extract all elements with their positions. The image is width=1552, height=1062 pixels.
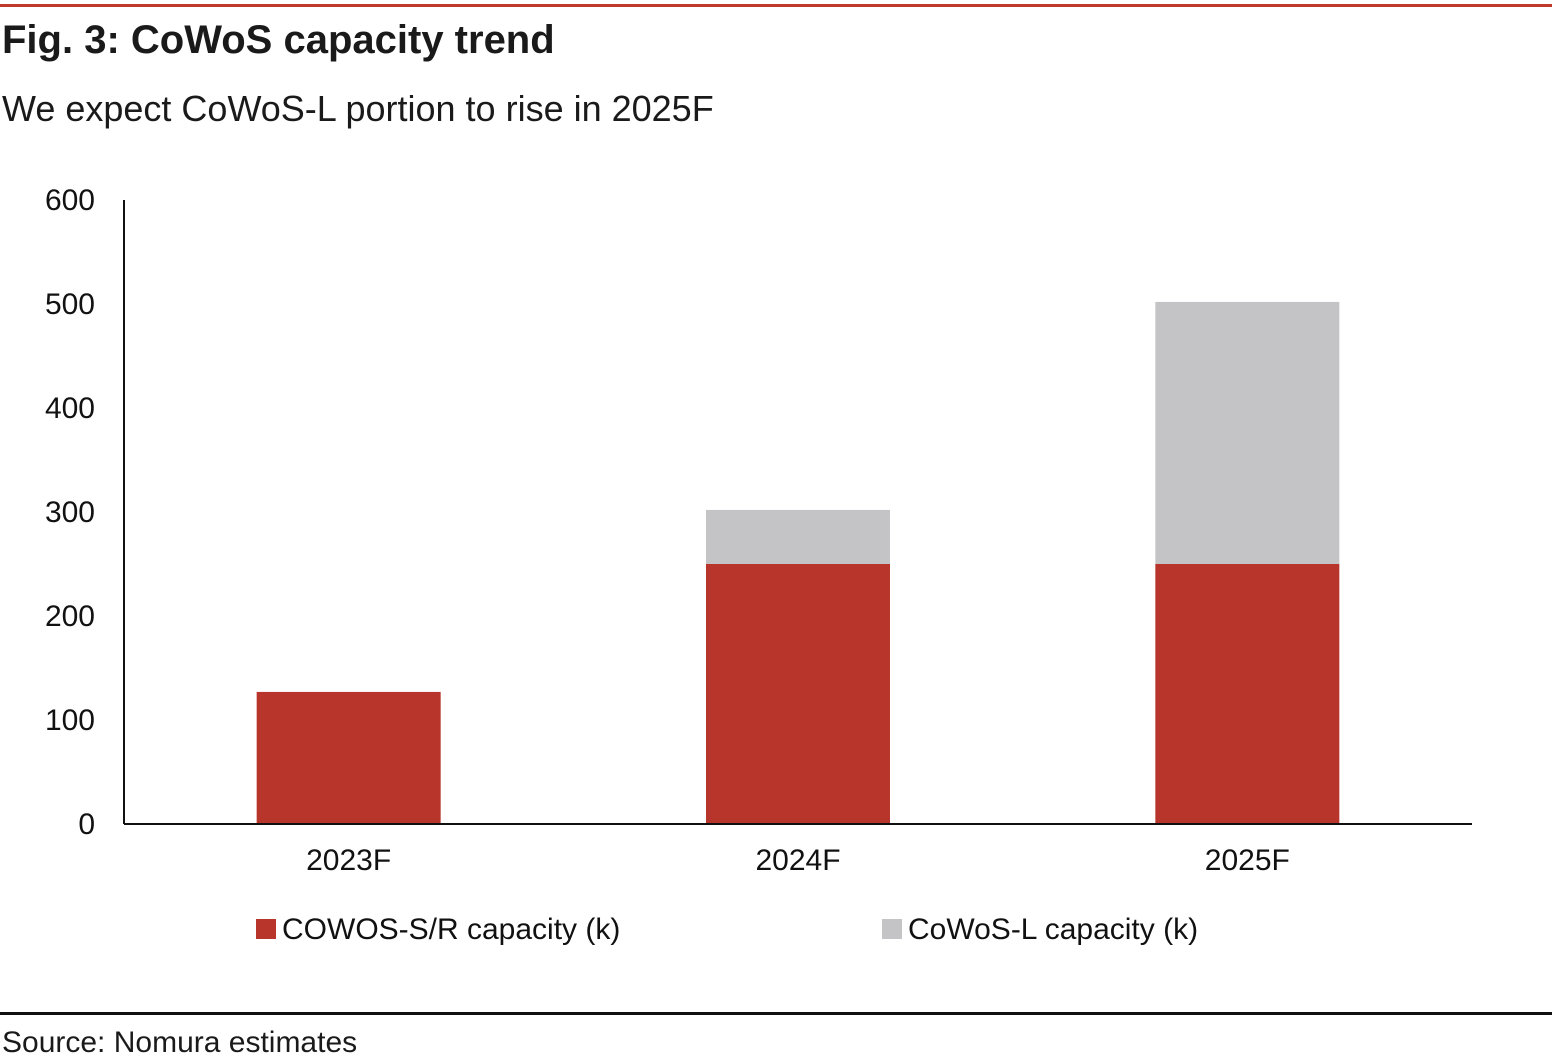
legend-swatch-1 bbox=[882, 919, 902, 939]
y-tick-label-400: 400 bbox=[45, 392, 95, 425]
legend-swatch-0 bbox=[256, 919, 276, 939]
bottom-rule bbox=[0, 1012, 1552, 1015]
legend-label-1: CoWoS-L capacity (k) bbox=[908, 913, 1198, 946]
chart-title: Fig. 3: CoWoS capacity trend bbox=[2, 18, 555, 62]
top-rule bbox=[0, 4, 1552, 7]
legend-label-0: COWOS-S/R capacity (k) bbox=[282, 913, 620, 946]
stacked-bar-chart: 2023F 2024F 2025F 0 100 200 300 400 500 600 COWOS-… bbox=[45, 184, 1472, 946]
bar-2023F-series-0 bbox=[256, 691, 441, 824]
x-tick-label-2023F: 2023F bbox=[306, 844, 391, 877]
bar-2024F-series-1 bbox=[706, 509, 890, 564]
y-tick-label-300: 300 bbox=[45, 496, 95, 529]
y-tick-label-500: 500 bbox=[45, 288, 95, 321]
x-tick-label-2024F: 2024F bbox=[755, 844, 840, 877]
chart-subtitle: We expect CoWoS-L portion to rise in 202… bbox=[2, 88, 714, 129]
y-tick-label-100: 100 bbox=[45, 704, 95, 737]
source-note: Source: Nomura estimates bbox=[2, 1026, 358, 1059]
bar-2025F-series-0 bbox=[1155, 564, 1340, 824]
bar-2025F-series-1 bbox=[1155, 301, 1340, 564]
x-tick-label-2025F: 2025F bbox=[1205, 844, 1290, 877]
y-tick-label-200: 200 bbox=[45, 600, 95, 633]
y-tick-label-0: 0 bbox=[78, 808, 95, 841]
y-tick-label-600: 600 bbox=[45, 184, 95, 217]
bar-2024F-series-0 bbox=[706, 564, 890, 824]
